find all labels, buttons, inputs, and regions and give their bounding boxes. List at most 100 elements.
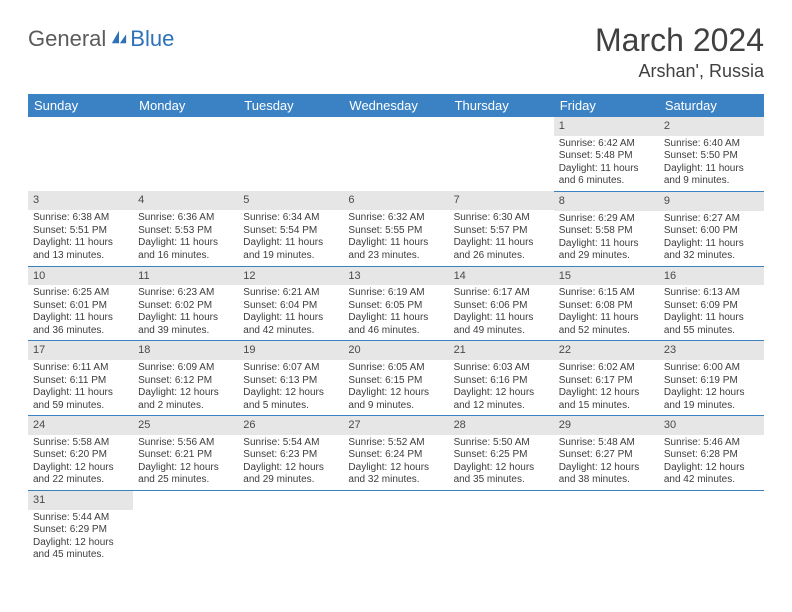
sunrise-line: Sunrise: 5:48 AM [559,437,654,450]
sunset-line: Sunset: 6:20 PM [33,449,128,462]
dayhdr-tue: Tuesday [238,94,343,117]
sail-icon [110,29,128,45]
calendar-cell: 29Sunrise: 5:48 AMSunset: 6:27 PMDayligh… [554,416,659,491]
day-number: 11 [133,267,238,286]
day-number: 13 [343,267,448,286]
sunrise-line: Sunrise: 5:58 AM [33,437,128,450]
cell-body: Sunrise: 6:29 AMSunset: 5:58 PMDaylight:… [554,211,659,266]
sunrise-line: Sunrise: 6:38 AM [33,212,128,225]
calendar-cell [343,490,448,564]
day-number [28,117,133,132]
daylight-line-2: and 5 minutes. [243,400,338,413]
daylight-line-2: and 13 minutes. [33,250,128,263]
daylight-line-1: Daylight: 11 hours [33,387,128,400]
cell-body [238,506,343,558]
day-number: 17 [28,341,133,360]
calendar-cell: 17Sunrise: 6:11 AMSunset: 6:11 PMDayligh… [28,341,133,416]
daylight-line-2: and 46 minutes. [348,325,443,338]
sunset-line: Sunset: 5:54 PM [243,225,338,238]
daylight-line-2: and 29 minutes. [243,474,338,487]
day-number: 8 [554,192,659,211]
cell-body: Sunrise: 6:00 AMSunset: 6:19 PMDaylight:… [659,360,764,415]
daylight-line-1: Daylight: 11 hours [243,237,338,250]
sunset-line: Sunset: 6:08 PM [559,300,654,313]
sunrise-line: Sunrise: 6:25 AM [33,287,128,300]
sunrise-line: Sunrise: 6:36 AM [138,212,233,225]
daylight-line-2: and 15 minutes. [559,400,654,413]
day-number: 12 [238,267,343,286]
cell-body: Sunrise: 6:40 AMSunset: 5:50 PMDaylight:… [659,136,764,191]
cell-body: Sunrise: 6:05 AMSunset: 6:15 PMDaylight:… [343,360,448,415]
daylight-line-1: Daylight: 11 hours [243,312,338,325]
day-number: 22 [554,341,659,360]
sunrise-line: Sunrise: 6:40 AM [664,138,759,151]
calendar-cell: 5Sunrise: 6:34 AMSunset: 5:54 PMDaylight… [238,191,343,266]
sunrise-line: Sunrise: 6:07 AM [243,362,338,375]
sunset-line: Sunset: 5:53 PM [138,225,233,238]
daylight-line-2: and 38 minutes. [559,474,654,487]
daylight-line-2: and 9 minutes. [664,175,759,188]
daylight-line-1: Daylight: 11 hours [559,163,654,176]
calendar-cell [554,490,659,564]
dayhdr-sun: Sunday [28,94,133,117]
daylight-line-2: and 19 minutes. [664,400,759,413]
calendar-cell [659,490,764,564]
sunrise-line: Sunrise: 6:21 AM [243,287,338,300]
day-number: 3 [28,191,133,210]
sunrise-line: Sunrise: 5:44 AM [33,512,128,525]
daylight-line-2: and 35 minutes. [454,474,549,487]
calendar-cell: 20Sunrise: 6:05 AMSunset: 6:15 PMDayligh… [343,341,448,416]
sunrise-line: Sunrise: 6:17 AM [454,287,549,300]
daylight-line-1: Daylight: 11 hours [454,237,549,250]
calendar-cell: 23Sunrise: 6:00 AMSunset: 6:19 PMDayligh… [659,341,764,416]
sunset-line: Sunset: 5:58 PM [559,225,654,238]
daylight-line-1: Daylight: 12 hours [559,462,654,475]
cell-body: Sunrise: 5:46 AMSunset: 6:28 PMDaylight:… [659,435,764,490]
day-number: 24 [28,416,133,435]
daylight-line-2: and 52 minutes. [559,325,654,338]
calendar-cell: 11Sunrise: 6:23 AMSunset: 6:02 PMDayligh… [133,266,238,341]
daylight-line-1: Daylight: 11 hours [664,238,759,251]
daylight-line-1: Daylight: 12 hours [664,387,759,400]
cell-body: Sunrise: 6:09 AMSunset: 6:12 PMDaylight:… [133,360,238,415]
day-number: 31 [28,491,133,510]
daylight-line-1: Daylight: 11 hours [138,312,233,325]
day-number [659,491,764,506]
calendar-cell [343,117,448,191]
calendar-cell: 30Sunrise: 5:46 AMSunset: 6:28 PMDayligh… [659,416,764,491]
cell-body: Sunrise: 6:32 AMSunset: 5:55 PMDaylight:… [343,210,448,265]
calendar-cell: 7Sunrise: 6:30 AMSunset: 5:57 PMDaylight… [449,191,554,266]
daylight-line-2: and 22 minutes. [33,474,128,487]
dayhdr-sat: Saturday [659,94,764,117]
sunset-line: Sunset: 6:24 PM [348,449,443,462]
cell-body: Sunrise: 6:27 AMSunset: 6:00 PMDaylight:… [659,211,764,266]
cell-body: Sunrise: 5:44 AMSunset: 6:29 PMDaylight:… [28,510,133,565]
day-number: 25 [133,416,238,435]
cell-body [554,506,659,558]
sunset-line: Sunset: 6:13 PM [243,375,338,388]
day-number [343,491,448,506]
sunrise-line: Sunrise: 5:46 AM [664,437,759,450]
cell-body: Sunrise: 5:52 AMSunset: 6:24 PMDaylight:… [343,435,448,490]
day-number: 19 [238,341,343,360]
calendar-row: 10Sunrise: 6:25 AMSunset: 6:01 PMDayligh… [28,266,764,341]
daylight-line-2: and 42 minutes. [664,474,759,487]
daylight-line-1: Daylight: 12 hours [243,462,338,475]
daylight-line-2: and 9 minutes. [348,400,443,413]
cell-body: Sunrise: 6:02 AMSunset: 6:17 PMDaylight:… [554,360,659,415]
daylight-line-1: Daylight: 11 hours [559,238,654,251]
cell-body: Sunrise: 5:56 AMSunset: 6:21 PMDaylight:… [133,435,238,490]
sunset-line: Sunset: 6:19 PM [664,375,759,388]
day-number: 10 [28,267,133,286]
calendar-cell: 31Sunrise: 5:44 AMSunset: 6:29 PMDayligh… [28,490,133,564]
day-number: 15 [554,267,659,286]
daylight-line-2: and 42 minutes. [243,325,338,338]
cell-body: Sunrise: 6:13 AMSunset: 6:09 PMDaylight:… [659,285,764,340]
day-number: 26 [238,416,343,435]
cell-body [449,506,554,558]
calendar-cell [238,490,343,564]
calendar-cell: 2Sunrise: 6:40 AMSunset: 5:50 PMDaylight… [659,117,764,191]
daylight-line-1: Daylight: 11 hours [559,312,654,325]
sunrise-line: Sunrise: 6:13 AM [664,287,759,300]
daylight-line-2: and 12 minutes. [454,400,549,413]
